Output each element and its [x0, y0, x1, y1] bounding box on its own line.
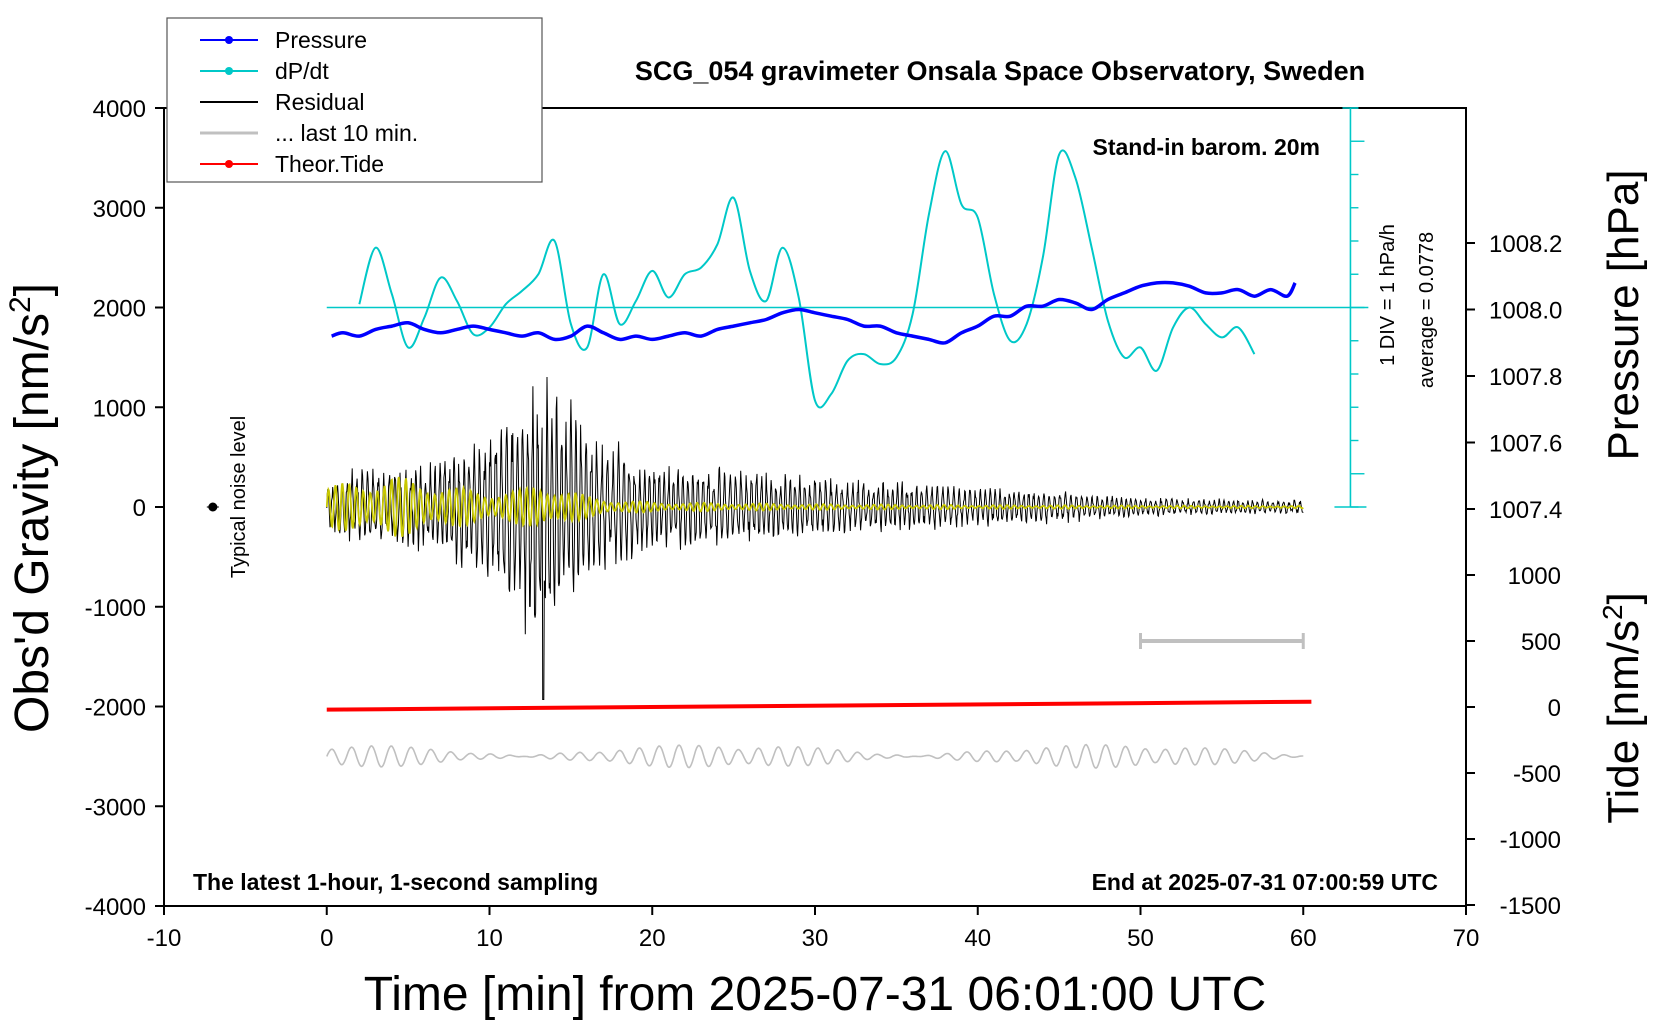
residual-line: [326, 376, 1304, 700]
tide-tick-label: -1000: [1500, 827, 1561, 854]
x-tick-label: -10: [147, 925, 182, 952]
noise-level-dot: [208, 502, 218, 512]
tide-tick-label: 500: [1521, 629, 1561, 656]
tide-tick-label: 0: [1548, 695, 1561, 722]
legend-marker: [225, 36, 233, 44]
noise-level-label: Typical noise level: [228, 416, 250, 578]
legend-label: ... last 10 min.: [275, 120, 418, 146]
y-left-axis-label-main: Obs'd Gravity [nm/s: [6, 313, 59, 733]
average-label: average = 0.0778: [1416, 232, 1438, 388]
tide-layer: [326, 699, 1312, 712]
y-left-tick-label: 0: [133, 495, 146, 522]
pressure-line: [330, 280, 1297, 345]
pressure-tick-label: 1007.8: [1489, 364, 1562, 391]
y-left-axis-label: Obs'd Gravity [nm/s2]: [4, 283, 59, 733]
bottom-left-note: The latest 1-hour, 1-second sampling: [193, 869, 598, 895]
y-left-tick-label: 3000: [93, 196, 146, 223]
div-label: 1 DIV = 1 hPa/h: [1377, 224, 1399, 366]
legend-label: Residual: [275, 89, 365, 115]
y-left-tick-label: -1000: [85, 595, 146, 622]
y-left-axis-label-end: ]: [6, 283, 59, 296]
y-left-tick-label: -3000: [85, 794, 146, 821]
filtered-line: [325, 476, 1304, 538]
legend-marker: [225, 160, 233, 168]
tide-axis-label-sup: 2: [1597, 604, 1628, 620]
bottom-right-note: End at 2025-07-31 07:00:59 UTC: [1092, 869, 1438, 895]
tide-axis-label-end: ]: [1599, 592, 1648, 604]
y-left-tick-label: 4000: [93, 96, 146, 123]
pressure-axis-label: Pressure [hPa]: [1599, 169, 1648, 460]
x-tick-label: 70: [1453, 925, 1480, 952]
legend-label: Theor.Tide: [275, 151, 384, 177]
pressure-tick-label: 1008.2: [1489, 231, 1562, 258]
pressure-tick-label: 1007.4: [1489, 497, 1562, 524]
stand-in-label: Stand-in barom. 20m: [1093, 134, 1320, 160]
pressure-tick-label: 1007.6: [1489, 431, 1562, 458]
tide-tick-label: -1500: [1500, 893, 1561, 920]
tide-axis-label-main: Tide [nm/s: [1599, 620, 1648, 824]
legend-label: dP/dt: [275, 58, 329, 84]
dpdt-layer: [326, 107, 1369, 508]
pressure-layer: [330, 280, 1297, 345]
residual-layer: [325, 376, 1304, 700]
pressure-tick-label: 1008.0: [1489, 298, 1562, 325]
y-left-axis-label-sup: 2: [4, 296, 37, 313]
x-tick-label: 50: [1127, 925, 1154, 952]
legend-items: Pressure dP/dt Residual ... last 10 min. The…: [200, 27, 418, 177]
legend-label: Pressure: [275, 27, 367, 53]
y-left-tick-label: -2000: [85, 695, 146, 722]
dpdt-line: [358, 149, 1256, 409]
tide-tick-label: -500: [1513, 761, 1561, 788]
tide-line: [326, 699, 1312, 712]
legend-marker: [225, 67, 233, 75]
chart-title: SCG_054 gravimeter Onsala Space Observat…: [635, 56, 1365, 86]
noise-level-layer: [206, 502, 219, 512]
x-tick-label: 20: [639, 925, 666, 952]
y-left-tick-label: -4000: [85, 894, 146, 921]
legend-box: [166, 17, 543, 183]
y-left-tick-label: 1000: [93, 395, 146, 422]
legend: Pressure dP/dt Residual ... last 10 min. The…: [166, 17, 543, 183]
x-tick-label: 60: [1290, 925, 1317, 952]
y-left-tick-label: 2000: [93, 296, 146, 323]
x-axis-label: Time [min] from 2025-07-31 06:01:00 UTC: [364, 968, 1267, 1020]
tide-tick-label: 1000: [1508, 563, 1561, 590]
tide-axis-label: Tide [nm/s2]: [1597, 592, 1648, 824]
last10-line: [326, 743, 1304, 770]
x-tick-label: 30: [802, 925, 829, 952]
x-tick-label: 0: [320, 925, 333, 952]
x-tick-label: 10: [476, 925, 503, 952]
x-tick-label: 40: [964, 925, 991, 952]
last10-layer: [326, 633, 1305, 770]
axis-ticks: -10 0 10 20 30 40 50 60 70 4000 3000 2000 1000 0 -1000…: [85, 96, 1563, 952]
